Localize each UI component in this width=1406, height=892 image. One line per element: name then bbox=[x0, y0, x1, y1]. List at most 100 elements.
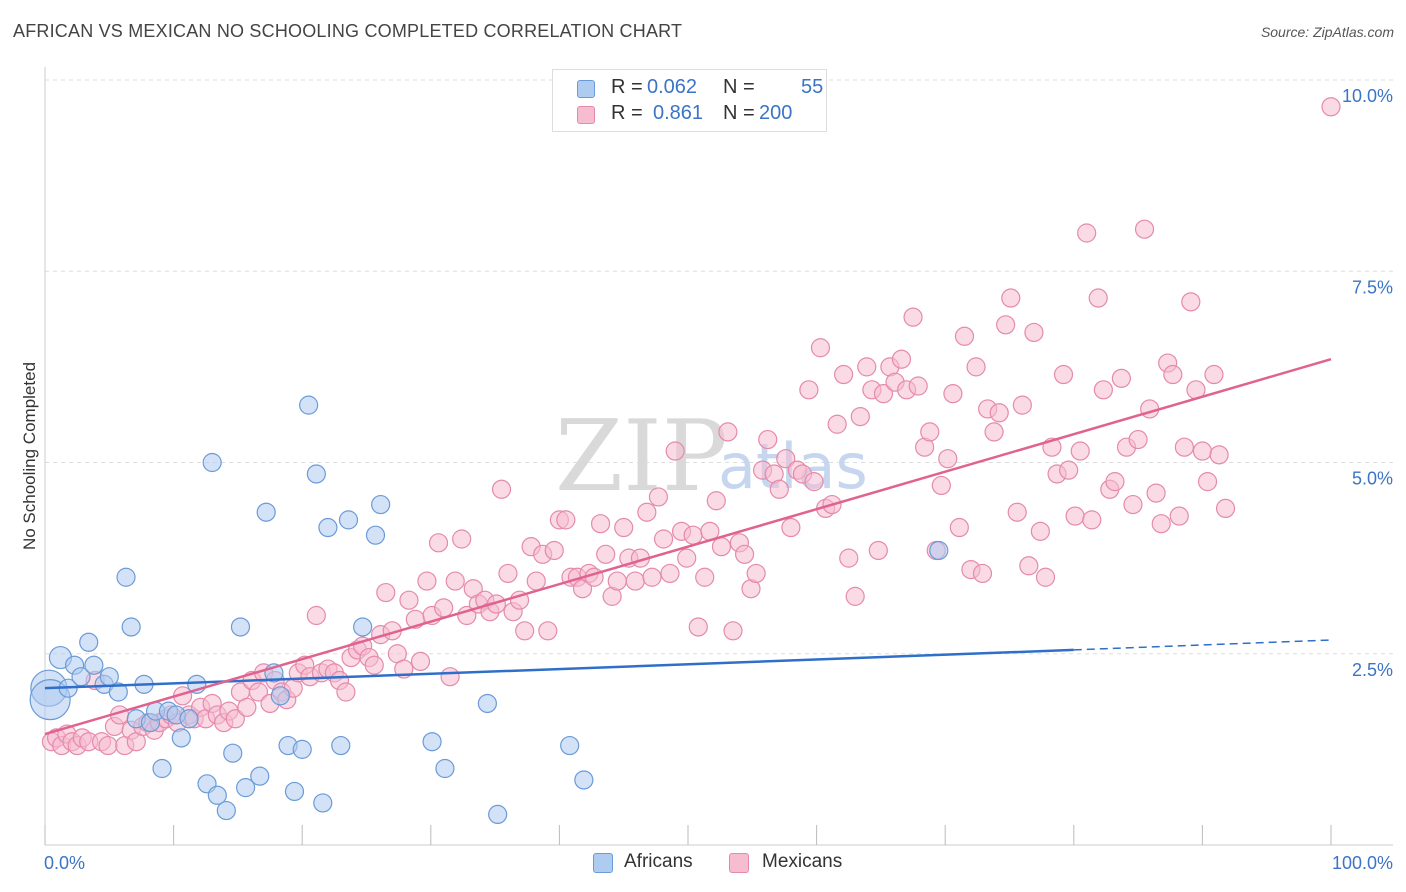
mexicans-point bbox=[954, 326, 975, 346]
mexicans-point bbox=[931, 475, 951, 496]
mexicans-point bbox=[410, 651, 431, 672]
mexicans-point bbox=[607, 571, 627, 591]
africans-point bbox=[256, 502, 276, 522]
mexicans-point bbox=[1019, 556, 1039, 576]
mexicans-point bbox=[590, 514, 611, 534]
mexicans-point bbox=[1134, 219, 1155, 239]
africans-trend-line bbox=[44, 648, 1074, 690]
mexicans-point bbox=[827, 414, 847, 434]
africans-swatch bbox=[577, 80, 595, 98]
mexicans-point bbox=[949, 517, 969, 538]
y-tick-label: 10.0% bbox=[1342, 86, 1393, 106]
mexicans-n-label: N = bbox=[723, 102, 755, 124]
mexicans-point bbox=[1059, 460, 1079, 480]
mexicans-point bbox=[225, 709, 245, 729]
y-axis-label: No Schooling Completed bbox=[20, 362, 39, 550]
mexicans-point bbox=[746, 563, 766, 584]
africans-point bbox=[422, 732, 442, 752]
mexicans-point bbox=[336, 682, 356, 702]
mexicans-point bbox=[417, 571, 437, 591]
gridlines bbox=[45, 79, 1393, 655]
mexicans-point bbox=[706, 491, 726, 511]
mexicans-point bbox=[1024, 322, 1044, 343]
africans-point bbox=[560, 735, 580, 756]
mexicans-point bbox=[1105, 472, 1125, 492]
africans-r-value: 0.062 bbox=[647, 76, 698, 98]
mexicans-point bbox=[452, 529, 472, 549]
mexicans-point bbox=[891, 349, 912, 369]
mexicans-point bbox=[850, 407, 870, 427]
mexicans-trend-line bbox=[44, 358, 1332, 736]
mexicans-point bbox=[538, 621, 558, 641]
axis-labels: No Schooling Completed 0.0% 100.0% 2.5% 5… bbox=[20, 86, 1393, 873]
africans-point bbox=[313, 793, 333, 813]
mexicans-point bbox=[966, 357, 986, 377]
x-tick-label-max: 100.0% bbox=[1332, 853, 1393, 873]
mexicans-point bbox=[989, 403, 1009, 423]
africans-point bbox=[338, 510, 359, 530]
mexicans-point bbox=[938, 449, 958, 469]
mexicans-point bbox=[1209, 445, 1229, 465]
bottom-africans-swatch bbox=[593, 853, 613, 873]
mexicans-point bbox=[596, 544, 616, 564]
mexicans-point bbox=[873, 384, 894, 404]
africans-point bbox=[108, 682, 128, 702]
mexicans-point bbox=[498, 563, 518, 584]
africans-point bbox=[292, 739, 312, 759]
africans-point bbox=[250, 766, 270, 786]
mexicans-point bbox=[434, 598, 454, 618]
mexicans-point bbox=[1035, 567, 1056, 587]
africans-trend-line bbox=[1073, 639, 1332, 651]
mexicans-point bbox=[683, 525, 703, 545]
trend-lines bbox=[44, 358, 1332, 736]
mexicans-point bbox=[1007, 502, 1027, 522]
chart-title: AFRICAN VS MEXICAN NO SCHOOLING COMPLETE… bbox=[13, 21, 683, 41]
bottom-legend-africans: Africans bbox=[593, 851, 693, 873]
mexicans-point bbox=[1163, 364, 1183, 385]
mexicans-point bbox=[1128, 429, 1148, 450]
mexicans-point bbox=[515, 621, 535, 641]
mexicans-points bbox=[41, 97, 1341, 756]
africans-point bbox=[365, 525, 386, 545]
mexicans-point bbox=[972, 563, 993, 584]
mexicans-point bbox=[996, 315, 1016, 335]
mexicans-point bbox=[810, 338, 831, 358]
mexicans-point bbox=[799, 380, 819, 400]
mexicans-point bbox=[868, 540, 888, 561]
mexicans-point bbox=[1093, 380, 1113, 400]
africans-point bbox=[207, 785, 227, 805]
africans-point bbox=[230, 617, 251, 637]
mexicans-point bbox=[857, 357, 877, 377]
mexicans-point bbox=[1053, 364, 1074, 385]
mexicans-point bbox=[1197, 472, 1218, 492]
africans-point bbox=[79, 632, 99, 652]
mexicans-point bbox=[98, 735, 118, 756]
mexicans-point bbox=[758, 429, 778, 450]
mexicans-point bbox=[920, 422, 940, 442]
mexicans-point bbox=[1146, 483, 1166, 503]
mexicans-point bbox=[1030, 521, 1050, 541]
africans-point bbox=[171, 728, 191, 748]
mexicans-point bbox=[653, 529, 674, 549]
mexicans-r-label: R = bbox=[611, 102, 643, 124]
mexicans-point bbox=[544, 540, 564, 561]
mexicans-point bbox=[1169, 506, 1189, 526]
mexicans-point bbox=[491, 479, 512, 499]
mexicans-point bbox=[839, 548, 859, 568]
mexicans-point bbox=[642, 567, 662, 587]
bottom-legend-mexicans: Mexicans bbox=[729, 851, 842, 873]
africans-point bbox=[306, 464, 326, 484]
mexicans-point bbox=[625, 571, 645, 591]
mexicans-swatch bbox=[577, 106, 595, 124]
bottom-africans-label: Africans bbox=[624, 851, 693, 872]
mexicans-point bbox=[665, 441, 685, 461]
y-tick-label: 5.0% bbox=[1352, 469, 1393, 489]
africans-point bbox=[116, 567, 136, 587]
africans-n-value: 55 bbox=[801, 76, 824, 98]
mexicans-point bbox=[399, 590, 419, 610]
mexicans-point bbox=[237, 697, 257, 717]
africans-point bbox=[477, 693, 497, 714]
x-tick-label-min: 0.0% bbox=[44, 853, 85, 873]
africans-point bbox=[371, 494, 391, 515]
